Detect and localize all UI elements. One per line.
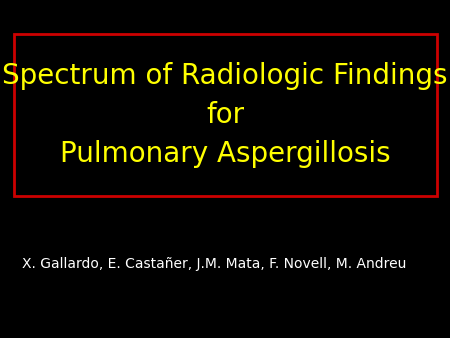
Text: X. Gallardo, E. Castañer, J.M. Mata, F. Novell, M. Andreu: X. Gallardo, E. Castañer, J.M. Mata, F. … bbox=[22, 257, 407, 271]
Bar bbox=[14, 34, 436, 196]
Text: Spectrum of Radiologic Findings
for
Pulmonary Aspergillosis: Spectrum of Radiologic Findings for Pulm… bbox=[2, 62, 448, 168]
